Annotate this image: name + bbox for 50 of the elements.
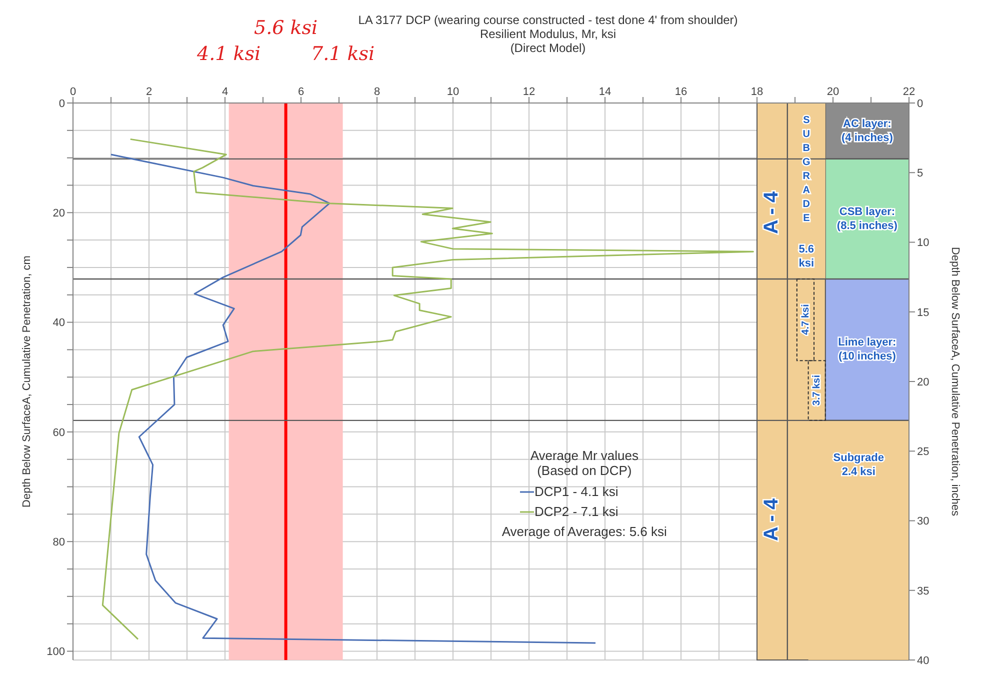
y2-tick-label: 30 [917, 516, 930, 528]
y2-tick-label: 20 [917, 376, 930, 388]
x-tick-label: 22 [902, 86, 916, 98]
x-tick-label: 4 [222, 86, 228, 98]
x-tick-label: 2 [146, 86, 152, 98]
y2-tick-label: 40 [917, 654, 930, 667]
annotation: 4.7 ksi [800, 304, 812, 335]
y-tick-label: 20 [52, 208, 65, 220]
x-tick-label: 6 [298, 86, 304, 98]
x-tick-label: 14 [598, 86, 612, 98]
band-label: Lime layer: (10 inches) [838, 336, 896, 363]
band-label: CSB layer: (8.5 inches) [836, 206, 898, 232]
annotation: 3.7 ksi [812, 374, 823, 406]
legend-label: DCP2 - 7.1 ksi [534, 504, 618, 520]
band-label: 5.6 ksi [798, 243, 814, 270]
y2-tick-label: 10 [917, 237, 930, 250]
annotation: A - 4 [760, 190, 782, 234]
y-tick-label: 60 [52, 426, 65, 439]
x-tick-label: 0 [70, 86, 76, 98]
y-tick-label: 0 [58, 98, 65, 110]
x-tick-label: 16 [674, 86, 688, 98]
annotation: Average of Averages: 5.6 ksi [500, 524, 668, 540]
text: (Direct Model) [510, 41, 586, 55]
band-label: Subgrade 2.4 ksi [833, 452, 884, 478]
x-tick-label: 20 [826, 86, 840, 98]
legend-label: DCP1 - 4.1 ksi [534, 484, 618, 500]
annotation: SUBGRADE [802, 114, 811, 224]
y2-tick-label: 35 [917, 585, 930, 598]
text: 7.1 ksi [310, 43, 375, 65]
x-tick-label: 8 [374, 86, 380, 98]
x-tick-label: 10 [446, 86, 460, 98]
y2-tick-label: 5 [917, 168, 924, 180]
y2-tick-label: 0 [917, 98, 924, 110]
y2-axis-title: Depth Below SurfaceA, Cumulative Penetration, inches [949, 246, 962, 517]
y-tick-label: 100 [46, 646, 65, 658]
y-axis-title: Depth Below SurfaceA, Cumulative Penetration, cm [20, 256, 33, 508]
line-series [102, 138, 754, 640]
legend-title: Average Mr values (Based on DCP) [529, 448, 640, 478]
x-axis-title: Resilient Modulus, Mr, ksi [480, 27, 616, 41]
x-tick-label: 18 [750, 86, 764, 98]
ref-line-label: 5.6 ksi [254, 17, 318, 39]
annotation: A - 4 [760, 497, 782, 541]
band-label: AC layer: (4 inches) [842, 118, 894, 144]
y-tick-label: 80 [52, 536, 65, 548]
y2-tick-label: 15 [917, 306, 930, 319]
chart-title: LA 3177 DCP (wearing course constructed - test done 4' from shoulder) [358, 13, 738, 27]
y2-tick-label: 25 [917, 446, 930, 458]
text: 4.1 ksi [196, 43, 261, 65]
x-tick-label: 12 [522, 86, 536, 98]
y-tick-label: 40 [52, 317, 65, 330]
